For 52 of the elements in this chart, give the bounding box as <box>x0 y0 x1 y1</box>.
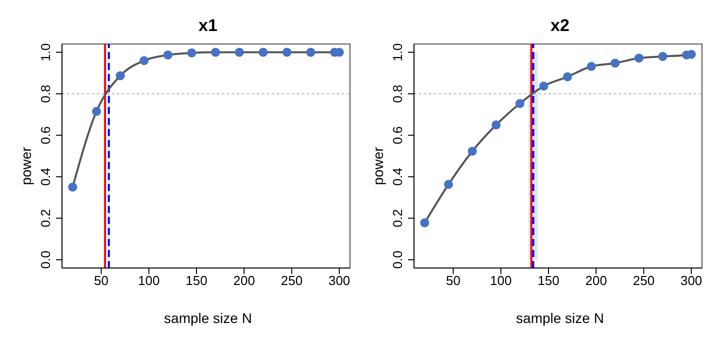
point <box>258 48 268 57</box>
y-axis-title: power <box>18 146 34 188</box>
y-tick-label: 0.0 <box>390 250 405 269</box>
point <box>140 56 149 66</box>
x-tick-label: 250 <box>280 273 303 288</box>
y-tick-label: 0.0 <box>38 250 53 269</box>
point <box>234 48 244 57</box>
x-axis-title: sample size N <box>163 310 253 326</box>
point <box>163 50 172 60</box>
point <box>539 82 548 91</box>
x-tick-label: 200 <box>233 273 255 288</box>
y-tick-label: 0.6 <box>38 126 53 144</box>
x-axis-title: sample size N <box>515 310 605 326</box>
y-tick-label: 0.8 <box>38 84 53 103</box>
point <box>634 54 644 63</box>
point <box>563 72 572 82</box>
x-tick-label: 100 <box>490 273 512 288</box>
chart-title: x2 <box>550 16 570 36</box>
x-tick-label: 300 <box>328 273 350 288</box>
point <box>468 146 477 156</box>
y-tick-label: 0.4 <box>38 168 53 186</box>
y-tick-label: 0.2 <box>38 209 53 228</box>
x-tick-label: 50 <box>94 273 108 288</box>
point <box>492 120 501 130</box>
point <box>586 62 596 71</box>
x-tick-label: 150 <box>538 273 560 288</box>
point <box>658 52 668 61</box>
x-tick-label: 100 <box>138 273 160 288</box>
point <box>515 99 524 108</box>
point <box>211 48 220 57</box>
y-tick-label: 1.0 <box>38 43 53 62</box>
x-tick-label: 250 <box>632 273 655 288</box>
point <box>68 182 78 192</box>
y-tick-label: 0.2 <box>390 209 405 228</box>
x-tick-label: 50 <box>446 273 460 288</box>
point <box>610 58 620 68</box>
point <box>420 218 430 228</box>
chart-title: x1 <box>198 16 218 36</box>
x-tick-label: 150 <box>186 273 208 288</box>
y-tick-label: 1.0 <box>390 43 405 62</box>
point <box>282 48 292 57</box>
y-tick-label: 0.6 <box>390 126 405 144</box>
x-tick-label: 300 <box>680 273 702 288</box>
x-tick-label: 200 <box>585 273 607 288</box>
point <box>306 48 316 57</box>
y-tick-label: 0.4 <box>390 168 405 186</box>
y-axis-title: power <box>370 146 386 188</box>
point <box>187 48 196 58</box>
point <box>92 106 101 116</box>
point <box>116 71 125 80</box>
point <box>444 180 453 189</box>
y-tick-label: 0.8 <box>390 84 405 103</box>
